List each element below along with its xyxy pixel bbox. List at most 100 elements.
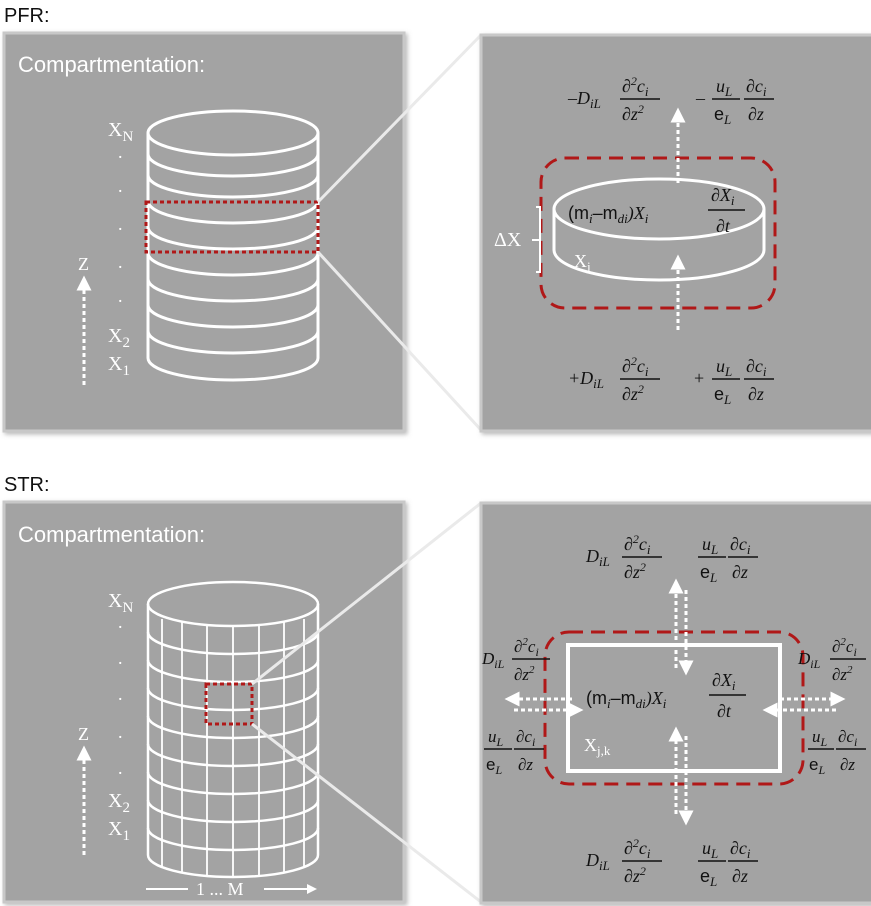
svg-text:DiL: DiL <box>585 850 610 873</box>
pfr-index-1: X1 <box>108 353 130 379</box>
pfr-top-advection-term: – uL eL ∂ci ∂z <box>695 76 774 127</box>
svg-text:∂Xi: ∂Xi <box>712 670 736 693</box>
pfr-highlight-box <box>144 200 320 254</box>
svg-text:–: – <box>695 88 706 108</box>
svg-text:∂ci: ∂ci <box>730 534 751 557</box>
pfr-zoom-line <box>316 250 483 432</box>
svg-text:∂t: ∂t <box>717 701 732 721</box>
str-index-1: X1 <box>108 818 130 844</box>
svg-text:uL: uL <box>716 76 732 99</box>
pfr-dot: . <box>118 142 123 162</box>
svg-text:DiL: DiL <box>797 649 821 671</box>
pfr-accumulation: (mi–mdi)Xi <box>568 203 649 226</box>
svg-text:∂2ci: ∂2ci <box>622 354 649 379</box>
svg-text:uL: uL <box>702 838 718 861</box>
svg-text:∂z2: ∂z2 <box>624 560 646 582</box>
str-accumulation: (mi–mdi)Xi <box>586 688 667 711</box>
pfr-delta-x: ΔX <box>494 229 522 251</box>
svg-text:uL: uL <box>716 356 732 379</box>
pfr-dot: . <box>118 252 123 272</box>
str-left-dispersion-term: DiL ∂2ci ∂z2 <box>481 636 550 684</box>
svg-text:∂z: ∂z <box>518 755 533 774</box>
svg-text:∂z: ∂z <box>840 755 855 774</box>
pfr-disk <box>552 177 766 282</box>
str-dot: . <box>118 722 123 742</box>
svg-text:eL: eL <box>700 562 717 585</box>
pfr-cell-label: Xj <box>574 251 591 274</box>
svg-text:∂z2: ∂z2 <box>622 382 644 404</box>
svg-text:∂2ci: ∂2ci <box>624 836 651 861</box>
pfr-index-n: XN <box>108 119 133 145</box>
pfr-cylinder <box>146 109 320 382</box>
str-right-advection-term: uL eL ∂ci ∂z <box>808 727 866 777</box>
str-control-volume <box>543 630 805 786</box>
pfr-dot: . <box>118 176 123 196</box>
pfr-bottom-dispersion-term: +DiL ∂2ci ∂z2 <box>568 354 660 404</box>
str-cell-label: Xj,k <box>584 735 611 758</box>
str-time-derivative: ∂Xi ∂t <box>709 670 746 721</box>
str-dot: . <box>118 612 123 632</box>
svg-text:∂Xi: ∂Xi <box>711 185 735 208</box>
str-zoom-line <box>251 722 482 904</box>
str-top-advection-term: uL eL ∂ci ∂z <box>698 534 758 585</box>
svg-text:eL: eL <box>486 755 502 777</box>
pfr-bottom-advection-term: + uL eL ∂ci ∂z <box>694 356 774 407</box>
svg-text:DiL: DiL <box>481 649 505 671</box>
str-heading: STR: <box>4 474 50 496</box>
svg-text:∂t: ∂t <box>716 216 731 236</box>
pfr-dot: . <box>118 214 123 234</box>
svg-text:–DiL: –DiL <box>567 88 601 111</box>
str-left-advection-term: uL eL ∂ci ∂z <box>484 727 544 777</box>
svg-text:+: + <box>694 368 704 388</box>
pfr-top-dispersion-term: –DiL ∂2ci ∂z2 <box>567 74 660 124</box>
pfr-time-derivative: ∂Xi ∂t <box>708 185 745 236</box>
svg-text:∂2ci: ∂2ci <box>832 636 857 659</box>
str-radial-axis: 1 ... M <box>146 879 317 899</box>
svg-text:∂2ci: ∂2ci <box>622 74 649 99</box>
svg-text:uL: uL <box>488 727 504 749</box>
str-z-label: Z <box>78 724 89 744</box>
str-right-panel <box>479 501 871 905</box>
str-dot: . <box>118 648 123 668</box>
str-dot: . <box>118 684 123 704</box>
str-index-2: X2 <box>108 790 130 816</box>
svg-text:eL: eL <box>700 866 717 889</box>
svg-text:∂z2: ∂z2 <box>622 102 644 124</box>
svg-text:+DiL: +DiL <box>568 368 604 391</box>
pfr-index-2: X2 <box>108 325 130 351</box>
str-vertical-flux-arrows <box>668 578 694 826</box>
str-highlight-box <box>204 682 254 726</box>
pfr-right-panel <box>479 33 871 433</box>
str-top-dispersion-term: DiL ∂2ci ∂z2 <box>585 532 662 582</box>
str-dot: . <box>118 758 123 778</box>
str-bottom-advection-term: uL eL ∂ci ∂z <box>698 838 758 889</box>
svg-text:∂z: ∂z <box>732 562 748 582</box>
svg-text:∂z2: ∂z2 <box>514 664 535 684</box>
svg-text:uL: uL <box>812 727 828 749</box>
str-compartment-label: Compartmentation: <box>18 522 205 547</box>
svg-text:∂2ci: ∂2ci <box>624 532 651 557</box>
str-cell <box>566 643 782 773</box>
svg-text:DiL: DiL <box>585 546 610 569</box>
pfr-delta-x-bracket <box>532 206 541 273</box>
svg-text:∂ci: ∂ci <box>746 356 767 379</box>
str-radial-label: 1 ... M <box>196 879 244 899</box>
str-zoom-line <box>251 501 482 686</box>
svg-text:∂z2: ∂z2 <box>624 864 646 886</box>
str-cylinder <box>146 580 320 879</box>
svg-text:eL: eL <box>714 384 731 407</box>
svg-text:∂ci: ∂ci <box>838 727 857 749</box>
pfr-zoom-line <box>316 33 483 204</box>
pfr-left-panel <box>2 31 406 433</box>
str-left-panel <box>2 500 406 904</box>
svg-text:∂ci: ∂ci <box>746 76 767 99</box>
svg-text:∂z: ∂z <box>732 866 748 886</box>
str-bottom-dispersion-term: DiL ∂2ci ∂z2 <box>585 836 662 886</box>
svg-text:∂z: ∂z <box>748 384 764 404</box>
str-index-n: XN <box>108 590 133 616</box>
svg-text:∂ci: ∂ci <box>730 838 751 861</box>
svg-text:eL: eL <box>714 104 731 127</box>
svg-text:∂z2: ∂z2 <box>832 664 853 684</box>
str-horizontal-flux-arrows <box>504 691 846 718</box>
